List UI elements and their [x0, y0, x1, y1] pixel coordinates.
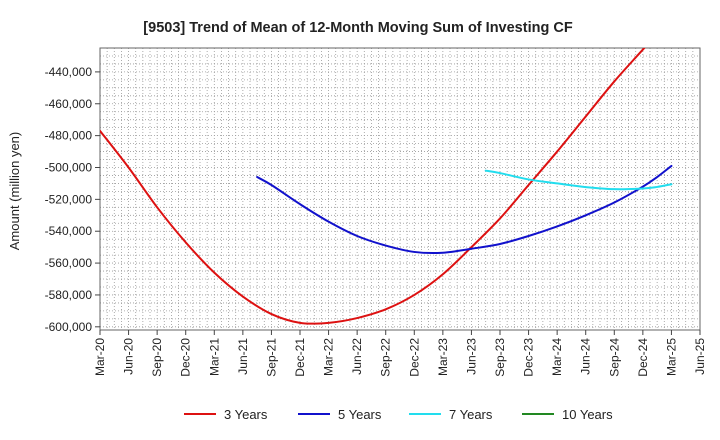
y-tick-label: -480,000: [45, 129, 93, 143]
y-axis-label: Amount (million yen): [7, 132, 22, 251]
x-tick-label: Mar-24: [550, 338, 564, 376]
x-tick-label: Dec-24: [636, 338, 650, 377]
y-tick-label: -580,000: [45, 288, 93, 302]
y-tick-label: -460,000: [45, 97, 93, 111]
legend-label-5-years: 5 Years: [338, 407, 382, 422]
legend: 3 Years 5 Years 7 Years 10 Years: [184, 407, 613, 422]
plot-area: [99, 47, 701, 331]
y-tick-label: -560,000: [45, 256, 93, 270]
x-tick-label: Dec-23: [522, 338, 536, 377]
y-tick-label: -500,000: [45, 160, 93, 174]
x-tick-label: Jun-23: [464, 338, 478, 375]
x-tick-label: Sep-21: [264, 338, 278, 377]
x-tick-label: Sep-23: [493, 338, 507, 377]
x-tick-label: Sep-20: [150, 338, 164, 377]
x-tick-labels: Mar-20 Jun-20 Sep-20 Dec-20 Mar-21 Jun-21 Sep-…: [93, 330, 707, 377]
legend-label-7-years: 7 Years: [449, 407, 493, 422]
x-tick-label: Mar-23: [436, 338, 450, 376]
x-tick-label: Jun-21: [236, 338, 250, 375]
x-tick-label: Jun-25: [693, 338, 707, 375]
x-tick-label: Dec-20: [179, 338, 193, 377]
x-tick-label: Mar-20: [93, 338, 107, 376]
y-tick-label: -520,000: [45, 192, 93, 206]
x-tick-label: Jun-22: [350, 338, 364, 375]
x-tick-label: Mar-25: [664, 338, 678, 376]
x-tick-label: Jun-24: [579, 338, 593, 375]
y-tick-label: -540,000: [45, 224, 93, 238]
x-tick-label: Dec-21: [293, 338, 307, 377]
legend-label-10-years: 10 Years: [562, 407, 613, 422]
chart-title: [9503] Trend of Mean of 12-Month Moving …: [143, 20, 573, 36]
x-tick-label: Dec-22: [407, 338, 421, 377]
series-line-7-years: [484, 169, 673, 191]
legend-label-3-years: 3 Years: [224, 407, 268, 422]
y-tick-labels: -600,000 -580,000 -560,000 -540,000 -520,000…: [45, 65, 100, 334]
x-tick-label: Mar-22: [322, 338, 336, 376]
series-line-5-years: [256, 164, 673, 255]
x-tick-label: Mar-21: [207, 338, 221, 376]
x-tick-label: Jun-20: [122, 338, 136, 375]
x-tick-label: Sep-22: [379, 338, 393, 377]
series-lines: [100, 48, 673, 325]
x-tick-label: Sep-24: [607, 338, 621, 377]
y-tick-label: -440,000: [45, 65, 93, 79]
y-tick-label: -600,000: [45, 320, 93, 334]
series-line-3-years: [100, 48, 646, 325]
grid: [100, 48, 700, 330]
